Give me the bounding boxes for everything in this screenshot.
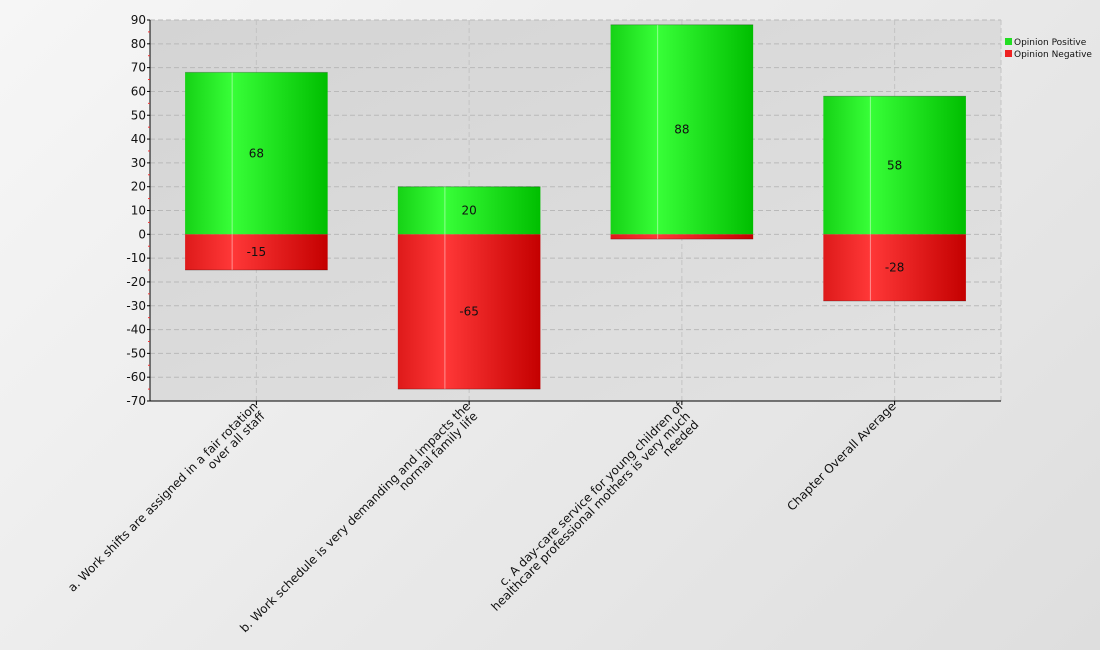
bars: 68 20 88 58 -15 -65 -28 <box>185 24 966 390</box>
data-label: 68 <box>249 146 264 160</box>
y-tick-label: -60 <box>126 370 146 384</box>
legend: Opinion Positive Opinion Negative <box>1005 38 1092 60</box>
y-tick-label: 0 <box>138 227 146 241</box>
y-tick-label: -10 <box>126 251 146 265</box>
bar-negative[interactable] <box>397 234 541 390</box>
category-label: a. Work shifts are assigned in a fair ro… <box>65 399 268 594</box>
x-axis-labels: a. Work shifts are assigned in a fair ro… <box>65 399 899 636</box>
bar-negative[interactable] <box>185 234 328 271</box>
y-tick-label: -30 <box>126 299 146 313</box>
category-label: c. A day-care service for young children… <box>489 399 702 614</box>
category-label-line: c. A day-care service for young children… <box>496 399 686 589</box>
legend-swatch <box>1005 50 1012 57</box>
y-axis-ticks: 90 80 70 60 50 40 30 20 10 0 -10 -20 -30 -40 -50 -60 -70 <box>126 13 150 408</box>
y-tick-label: 60 <box>131 84 146 98</box>
data-label: 88 <box>674 123 689 137</box>
y-tick-label: 80 <box>131 37 146 51</box>
y-tick-label: -40 <box>126 323 146 337</box>
y-tick-label: -70 <box>126 394 146 408</box>
category-label-line: Chapter Overall Average <box>784 399 898 513</box>
y-tick-label: 70 <box>131 61 146 75</box>
y-tick-label: 10 <box>131 204 146 218</box>
data-label: 20 <box>461 204 476 218</box>
y-tick-label: 20 <box>131 180 146 194</box>
y-tick-label: -50 <box>126 346 146 360</box>
y-tick-label: 90 <box>131 13 146 27</box>
data-label: 58 <box>887 158 902 172</box>
bar-positive[interactable] <box>823 96 966 235</box>
category-label-line: a. Work shifts are assigned in a fair ro… <box>65 399 260 594</box>
category-label-line: healthcare professional mothers is very … <box>489 409 694 614</box>
legend-label: Opinion Negative <box>1014 50 1092 60</box>
legend-swatch <box>1005 38 1012 45</box>
category-label-line: b. Work schedule is very demanding and i… <box>237 399 473 635</box>
data-label: -15 <box>247 245 267 259</box>
category-label: b. Work schedule is very demanding and i… <box>237 399 480 635</box>
data-label: -65 <box>459 305 479 319</box>
y-tick-label: 30 <box>131 156 146 170</box>
y-tick-label: 40 <box>131 132 146 146</box>
bar-positive[interactable] <box>397 186 541 235</box>
y-tick-label: 50 <box>131 108 146 122</box>
category-label: Chapter Overall Average <box>784 399 898 513</box>
legend-label: Opinion Positive <box>1014 38 1087 48</box>
data-label: -28 <box>885 261 905 275</box>
y-tick-label: -20 <box>126 275 146 289</box>
bar-negative[interactable] <box>823 234 966 301</box>
bar-positive[interactable] <box>185 72 328 235</box>
bar-negative[interactable] <box>610 234 754 240</box>
bar-positive[interactable] <box>610 24 754 235</box>
category-label-line: normal family life <box>396 409 480 493</box>
